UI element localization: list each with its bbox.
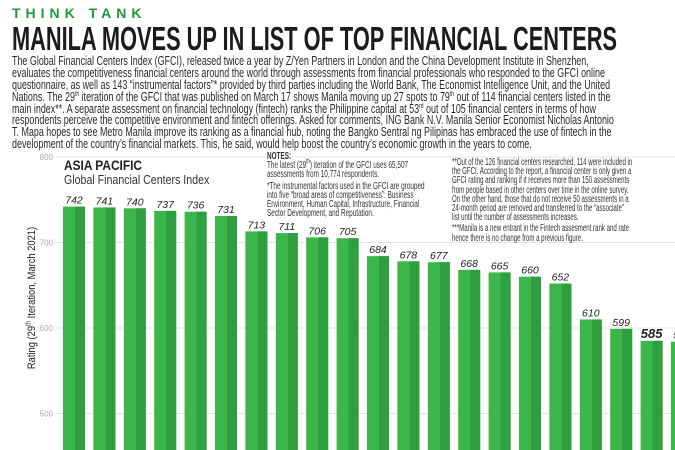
bar-shade <box>166 210 177 450</box>
paragraph-line: The Global Financial Centers Index (GFCI… <box>12 54 589 68</box>
bar-value-label: 678 <box>400 249 418 261</box>
note: ***Manila is a new entrant in the Fintec… <box>452 223 629 244</box>
chart-header: ASIA PACIFIC Global Financial Centers In… <box>64 157 235 188</box>
bar-value-label: 584 <box>673 330 675 342</box>
paragraph-line: questionnaire, as well as 143 “instrumen… <box>12 77 611 92</box>
y-axis-label: Rating (29th Iteration, March 2021) <box>25 226 38 370</box>
paragraph-line: development of the country’s financial m… <box>12 137 532 152</box>
y-tick-label: 600 <box>40 324 54 333</box>
bar-value-label: 660 <box>521 265 539 277</box>
bar-shade <box>470 269 481 450</box>
note: **Out of the 126 financial centers resea… <box>452 157 633 224</box>
bar-shade <box>409 261 420 450</box>
bar-shade <box>135 208 146 450</box>
bar-shade <box>196 211 207 450</box>
bar-shade <box>105 207 116 450</box>
bar-shade <box>500 272 511 450</box>
notes-left: NOTES: The latest (29th) iteration of th… <box>267 151 425 220</box>
paragraph-line: main index**. A separate assessment on f… <box>12 101 596 116</box>
bar-shade <box>318 237 329 450</box>
paragraph-line: T. Mapa hopes to see Metro Manila improv… <box>12 125 612 140</box>
y-tick-label: 800 <box>40 153 54 162</box>
bar-value-label: 736 <box>187 200 205 212</box>
bar-shade <box>652 340 663 450</box>
bar-shade <box>561 283 572 450</box>
bar-shade <box>75 206 85 450</box>
bar-shade <box>379 256 389 450</box>
bar-value-label: 711 <box>278 221 295 233</box>
section-kicker: THINK TANK <box>12 5 147 21</box>
y-tick-label: 500 <box>40 410 54 419</box>
bar-value-label: 706 <box>308 225 326 237</box>
bar-value-label: 740 <box>126 196 144 208</box>
bar-value-label: 665 <box>491 260 509 272</box>
note: *The instrumental factors used in the GF… <box>267 180 425 220</box>
bar-value-label: 652 <box>552 272 570 284</box>
bar-shade <box>257 231 268 450</box>
bar-value-label: 713 <box>248 219 266 231</box>
bar-value-label: 599 <box>612 317 630 329</box>
bar-value-label: 741 <box>96 195 114 207</box>
bar-shade <box>348 238 359 450</box>
chart-subtitle: Global Financial Centers Index <box>64 173 210 187</box>
bar-value-label: 668 <box>460 258 478 270</box>
notes-right: **Out of the 126 financial centers resea… <box>452 157 633 245</box>
bar-chart: 500 600 700 800 742 741 740 737 736 731 713 711 706 7… <box>40 153 675 450</box>
bar-shade <box>622 328 633 450</box>
bar-shade <box>227 215 237 450</box>
intro-paragraph: The Global Financial Centers Index (GFCI… <box>12 54 675 152</box>
y-tick-label: 700 <box>40 239 54 248</box>
bar-value-label: 684 <box>369 244 387 256</box>
notes-heading: NOTES: <box>267 151 292 162</box>
paragraph-line: Nations. The 29th iteration of the GFCI … <box>12 89 611 104</box>
paragraph-line: evaluates the competitiveness financial … <box>12 65 605 80</box>
note: The latest (29th) iteration of the GFCI … <box>267 158 409 181</box>
bar-value-label: 677 <box>430 250 449 262</box>
bar-value-label: 737 <box>156 199 175 211</box>
bar-value-label: 731 <box>217 204 235 216</box>
bar <box>671 341 675 450</box>
bar-value-label: 705 <box>339 226 357 238</box>
bar-shade <box>287 233 298 450</box>
bar-value-label: 585 <box>641 326 663 341</box>
paragraph-line: respondents perceive the competitive env… <box>12 113 614 128</box>
bar-shade <box>439 262 450 450</box>
chart-title: ASIA PACIFIC <box>64 157 143 173</box>
bar-shade <box>531 276 541 450</box>
bar-value-label: 610 <box>582 307 600 319</box>
bar-shade <box>591 319 602 450</box>
bar-value-label: 742 <box>65 195 83 207</box>
page-title: MANILA MOVES UP IN LIST OF TOP FINANCIAL… <box>12 20 618 57</box>
